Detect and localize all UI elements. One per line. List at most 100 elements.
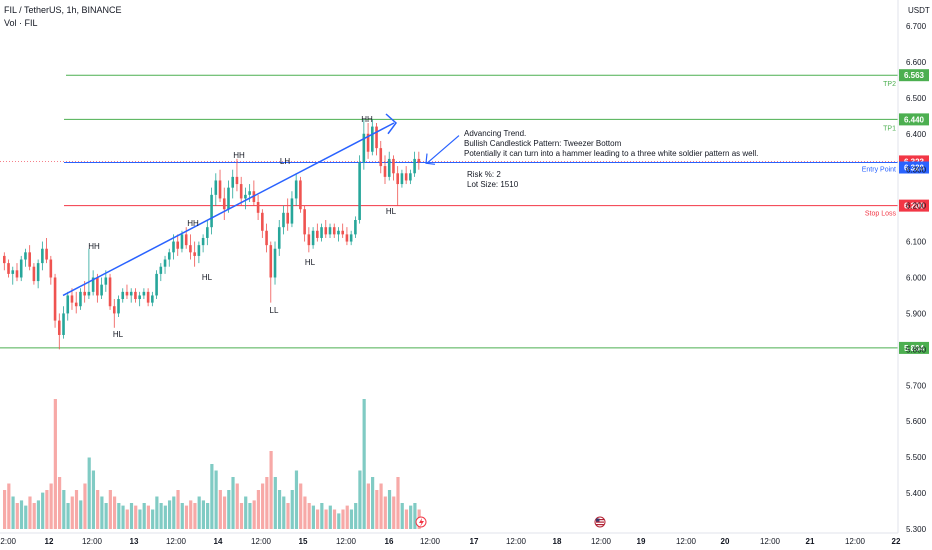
candle-body xyxy=(53,277,57,321)
volume-bar xyxy=(396,477,400,529)
volume-bar xyxy=(337,513,341,529)
price-tick: 5.700 xyxy=(906,381,927,390)
candle-body xyxy=(375,126,378,149)
time-tick: 14 xyxy=(214,537,223,546)
price-axis[interactable]: USDT 6.700 6.600 6.500 6.400 6.300 6.200 6.100 6… xyxy=(897,0,930,534)
tp2-price-badge-text: 6.563 xyxy=(904,71,925,80)
volume-bar xyxy=(354,503,358,529)
candle-body xyxy=(125,291,129,296)
candle-body xyxy=(341,230,344,235)
tp2-price-badge xyxy=(899,69,929,82)
stop-price-badge-text: 6.200 xyxy=(904,202,925,211)
volume-bar xyxy=(235,483,239,529)
candle-body xyxy=(112,306,116,314)
time-tick: 15 xyxy=(299,537,308,546)
volume-bar xyxy=(189,500,193,529)
candle-body xyxy=(362,133,366,163)
candle-body xyxy=(214,180,218,195)
candle-body xyxy=(62,313,65,335)
volume-bar xyxy=(379,483,383,529)
drawings[interactable]: HH HL HH HL HH LH HL LL HH HL Advancing Trend.Bull… xyxy=(62,113,758,528)
volume-bar xyxy=(383,496,387,529)
price-tick: 6.600 xyxy=(906,58,927,67)
volume-indicator-label[interactable]: Vol · FIL xyxy=(4,18,38,28)
volume-bar xyxy=(231,477,235,529)
candle-body xyxy=(231,176,235,188)
us-flag-event-icon[interactable] xyxy=(594,516,606,528)
volume-bar xyxy=(206,503,210,529)
candle-body xyxy=(172,241,175,253)
entry-price-badge-text: 6.320 xyxy=(904,164,925,173)
volume-bar xyxy=(83,483,87,529)
time-tick: 12:00 xyxy=(336,537,357,546)
volume-bar xyxy=(201,500,206,529)
volume-bar xyxy=(413,503,417,529)
time-tick: 12:00 xyxy=(166,537,187,546)
candle-body xyxy=(184,234,188,246)
trendline[interactable] xyxy=(62,122,395,297)
volume-bar xyxy=(62,490,66,529)
volume-bar xyxy=(146,505,151,529)
candle-body xyxy=(7,263,10,274)
candle-body xyxy=(19,259,23,278)
volume-bar xyxy=(320,503,324,529)
candle-body xyxy=(282,212,285,228)
volume-bar xyxy=(108,490,112,529)
candle-body xyxy=(79,291,82,307)
candle-body xyxy=(303,209,306,235)
volume-bar xyxy=(282,496,286,529)
time-tick: 16 xyxy=(385,537,394,546)
candle-body xyxy=(197,245,201,256)
candle-body xyxy=(239,184,243,199)
volume-bar xyxy=(167,500,172,529)
time-tick: 12:00 xyxy=(760,537,781,546)
volume-bar xyxy=(210,464,214,529)
candle-body xyxy=(371,126,374,152)
volume-bar xyxy=(341,509,345,529)
volume-bar xyxy=(362,399,366,529)
candle-body xyxy=(324,227,328,235)
volume-bar xyxy=(36,500,41,529)
volume-bar xyxy=(142,503,146,529)
volume-bar xyxy=(404,509,409,529)
price-tick: 5.300 xyxy=(906,525,927,534)
candle-body xyxy=(41,248,44,264)
price-tick: 5.600 xyxy=(906,417,927,426)
callout-arrow[interactable] xyxy=(426,135,460,164)
candle-body xyxy=(129,291,133,296)
volume-bar xyxy=(104,503,108,529)
volume-bar xyxy=(79,500,83,529)
support-price-badge-text: 5.804 xyxy=(904,344,925,353)
candle-body xyxy=(155,273,158,296)
volume-bar xyxy=(328,505,332,529)
time-tick: 12:00 xyxy=(420,537,441,546)
swing-label: HH xyxy=(361,115,373,124)
time-tick: 21 xyxy=(806,537,815,546)
volume-bar xyxy=(227,490,231,529)
candle-body xyxy=(400,173,404,185)
candle-body xyxy=(210,194,213,228)
swing-label: HH xyxy=(187,219,199,228)
candle-body xyxy=(138,295,141,300)
volume-bar xyxy=(290,490,294,529)
volume-bar xyxy=(218,490,222,529)
volume-bar xyxy=(261,483,265,529)
candle-body xyxy=(121,291,125,300)
candle-body xyxy=(290,198,294,224)
candle-body xyxy=(36,263,40,282)
volume-bar xyxy=(66,503,70,529)
volume-bar xyxy=(387,490,392,529)
time-axis[interactable]: 12:00 12 12:00 13 12:00 14 12:00 15 12:00 16 12:00… xyxy=(0,532,901,546)
flash-event-icon[interactable] xyxy=(415,516,427,528)
candle-body xyxy=(108,277,112,307)
candle-body xyxy=(366,133,370,152)
volume-bar xyxy=(184,505,189,529)
time-tick: 17 xyxy=(470,537,479,546)
tp2-label: TP2 xyxy=(883,81,896,88)
volume-bar xyxy=(358,470,362,529)
volume-bar xyxy=(117,503,121,529)
candle-body xyxy=(142,291,146,296)
swing-label: HL xyxy=(113,330,124,339)
